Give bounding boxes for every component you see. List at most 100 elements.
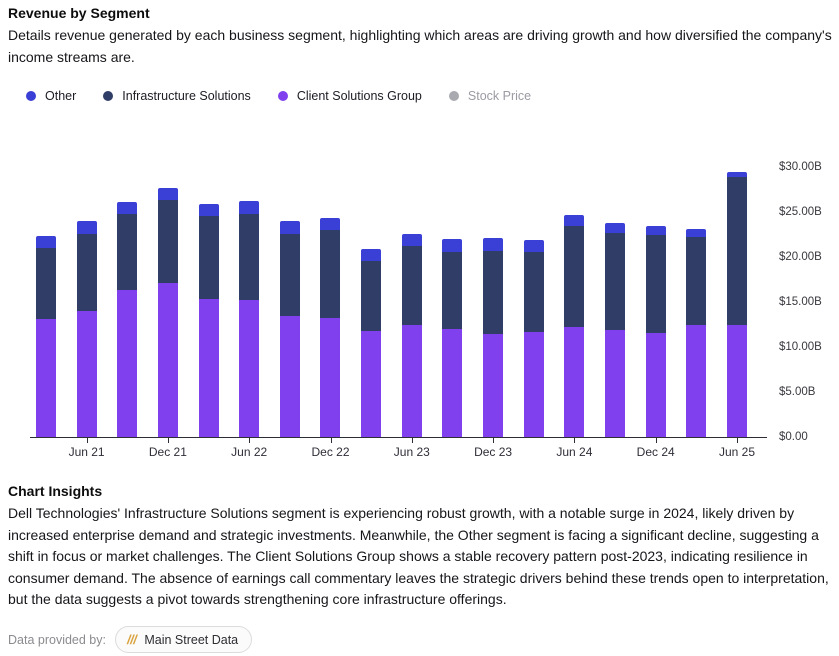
legend-dot-icon — [277, 91, 288, 101]
bar[interactable] — [239, 201, 260, 437]
legend-label: Client Solutions Group — [296, 89, 422, 103]
bar[interactable] — [604, 222, 625, 437]
bar[interactable] — [320, 218, 341, 437]
bar[interactable] — [523, 239, 544, 437]
x-axis-tick — [249, 438, 251, 443]
bar-segment[interactable] — [239, 213, 260, 301]
bar-segment[interactable] — [279, 221, 300, 234]
chart-description: Details revenue generated by each busine… — [8, 27, 832, 65]
bar-segment[interactable] — [76, 233, 97, 311]
bar[interactable] — [686, 229, 707, 437]
bar[interactable] — [645, 225, 666, 437]
bar[interactable] — [117, 202, 138, 437]
legend-label: Infrastructure Solutions — [122, 89, 251, 103]
bar[interactable] — [36, 236, 56, 437]
bar[interactable] — [401, 233, 422, 437]
bar-segment[interactable] — [279, 233, 300, 316]
bar[interactable] — [564, 214, 585, 437]
bar-segment[interactable] — [604, 222, 625, 233]
bar-segment[interactable] — [117, 213, 138, 291]
stacked-bar-chart: Jun 21 Dec 21 Jun 22 Dec 22 Jun 23 Dec 23 Jun … — [0, 150, 839, 480]
bar-segment[interactable] — [523, 251, 544, 332]
bar-segment[interactable] — [279, 315, 300, 437]
bar-segment[interactable] — [483, 238, 504, 251]
bar-segment[interactable] — [198, 299, 219, 437]
bar-segment[interactable] — [645, 234, 666, 333]
bar-segment[interactable] — [726, 171, 747, 177]
legend-label: Other — [45, 89, 77, 103]
bar-segment[interactable] — [726, 324, 747, 437]
bar-segment[interactable] — [442, 239, 463, 252]
bar-segment[interactable] — [401, 324, 422, 437]
bar-segment[interactable] — [401, 246, 422, 325]
bar-segment[interactable] — [483, 333, 504, 437]
bar-segment[interactable] — [361, 330, 382, 437]
bar[interactable] — [726, 171, 747, 437]
bar-segment[interactable] — [320, 318, 341, 437]
bar-segment[interactable] — [604, 329, 625, 437]
bar-segment[interactable] — [198, 215, 219, 300]
chart-legend: Other Infrastructure Solutions Client So… — [26, 89, 531, 103]
bar-segment[interactable] — [523, 331, 544, 437]
bar[interactable] — [442, 239, 463, 437]
bar-segment[interactable] — [361, 260, 382, 331]
bar-segment[interactable] — [442, 251, 463, 329]
x-axis-label: Dec 22 — [311, 445, 350, 459]
bar-segment[interactable] — [76, 311, 97, 437]
x-axis-label: Jun 24 — [556, 445, 593, 459]
x-axis-tick — [574, 438, 576, 443]
bar-segment[interactable] — [686, 229, 707, 238]
bar-segment[interactable] — [239, 201, 260, 214]
legend-item-stock-price[interactable]: Stock Price — [448, 89, 532, 103]
bar-segment[interactable] — [726, 176, 747, 325]
bar-segment[interactable] — [361, 248, 382, 261]
legend-item-client-solutions-group[interactable]: Client Solutions Group — [277, 89, 422, 103]
bar[interactable] — [483, 238, 504, 437]
bar-segment[interactable] — [36, 236, 56, 249]
x-axis-label: Jun 23 — [393, 445, 430, 459]
bar-segment[interactable] — [645, 225, 666, 235]
bar-segment[interactable] — [117, 202, 138, 214]
bar-segment[interactable] — [76, 221, 97, 234]
bar-segment[interactable] — [442, 329, 463, 437]
bar-segment[interactable] — [645, 332, 666, 437]
bar-segment[interactable] — [36, 248, 56, 320]
bar-segment[interactable] — [604, 232, 625, 330]
bar-segment[interactable] — [320, 218, 341, 231]
bar-segment[interactable] — [564, 225, 585, 328]
x-axis-tick — [86, 438, 88, 443]
bar-segment[interactable] — [117, 290, 138, 437]
x-axis-label: Jun 25 — [718, 445, 756, 459]
bar-segment[interactable] — [401, 233, 422, 247]
x-axis-tick — [167, 438, 169, 443]
bar-segment[interactable] — [483, 250, 504, 334]
data-provider-footer: Data provided by: /// Main Street Data — [8, 626, 253, 653]
bar-segment[interactable] — [320, 230, 341, 319]
chart-insights-section: Chart Insights Dell Technologies' Infras… — [8, 483, 834, 611]
legend-dot-icon — [26, 91, 36, 101]
legend-item-other[interactable]: Other — [26, 89, 76, 103]
legend-item-infrastructure-solutions[interactable]: Infrastructure Solutions — [103, 89, 251, 103]
bar-segment[interactable] — [564, 214, 585, 226]
main-street-data-badge[interactable]: /// Main Street Data — [114, 626, 253, 653]
legend-dot-icon — [103, 91, 114, 101]
bar-segment[interactable] — [564, 327, 585, 437]
bar-segment[interactable] — [686, 325, 707, 437]
bar-segment[interactable] — [686, 237, 707, 326]
bar[interactable] — [279, 221, 300, 437]
insights-body: Dell Technologies' Infrastructure Soluti… — [8, 505, 829, 607]
bar-segment[interactable] — [523, 239, 544, 252]
bar[interactable] — [361, 248, 382, 437]
bar-segment[interactable] — [239, 300, 260, 437]
bar[interactable] — [198, 203, 219, 437]
bar-segment[interactable] — [157, 187, 178, 201]
legend-label: Stock Price — [467, 89, 532, 103]
plot-area — [36, 157, 747, 437]
bar-segment[interactable] — [36, 319, 56, 437]
bar-segment[interactable] — [157, 200, 178, 284]
bar-segment[interactable] — [157, 283, 178, 437]
bar[interactable] — [157, 187, 178, 437]
bar[interactable] — [76, 221, 97, 437]
bar-segment[interactable] — [198, 203, 219, 216]
